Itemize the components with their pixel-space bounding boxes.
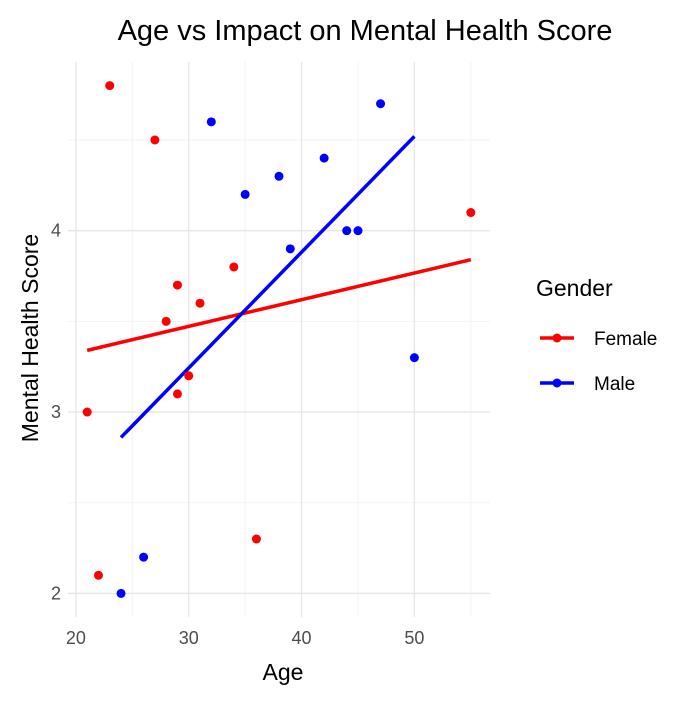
data-point-male [139, 552, 149, 562]
data-point-female [82, 407, 92, 417]
trend-lines [86, 135, 472, 439]
legend-label: Male [594, 374, 635, 395]
data-point-female [105, 81, 115, 91]
legend: Gender Female Male [536, 275, 657, 395]
x-tick-label: 20 [66, 628, 86, 648]
chart-title: Age vs Impact on Mental Health Score [118, 15, 613, 47]
legend-key-dot [552, 378, 562, 388]
data-point-female [93, 570, 103, 580]
data-point-female [229, 262, 239, 272]
data-point-female [150, 135, 160, 145]
data-point-male [285, 244, 295, 254]
x-tick-label: 40 [292, 628, 312, 648]
data-point-female [251, 534, 261, 544]
legend-items: Female Male [540, 329, 657, 395]
legend-label: Female [594, 329, 657, 350]
data-point-male [409, 353, 419, 363]
data-point-female [184, 371, 194, 381]
data-point-female [172, 389, 182, 399]
trend-line-female [86, 257, 472, 353]
y-tick-label: 4 [51, 221, 61, 241]
x-tick-label: 50 [404, 628, 424, 648]
x-axis-label: Age [263, 659, 304, 685]
data-point-male [240, 189, 250, 199]
y-tick-label: 3 [51, 402, 61, 422]
x-tick-label: 30 [179, 628, 199, 648]
data-point-female [195, 298, 205, 308]
legend-title: Gender [536, 275, 613, 301]
data-point-male [376, 99, 386, 109]
data-point-male [353, 226, 363, 236]
data-points [82, 81, 476, 598]
data-point-female [161, 316, 171, 326]
grid [68, 62, 490, 617]
data-point-male [319, 153, 329, 163]
data-point-male [206, 117, 216, 127]
data-point-male [274, 171, 284, 181]
y-axis-label: Mental Health Score [17, 234, 43, 442]
y-tick-label: 2 [51, 583, 61, 603]
data-point-male [116, 588, 126, 598]
data-point-male [342, 226, 352, 236]
legend-key-dot [552, 333, 562, 343]
data-point-female [466, 208, 476, 218]
trend-line-male [119, 135, 416, 439]
data-point-female [172, 280, 182, 290]
axes: 20 30 40 50 2 3 4 [51, 221, 424, 648]
